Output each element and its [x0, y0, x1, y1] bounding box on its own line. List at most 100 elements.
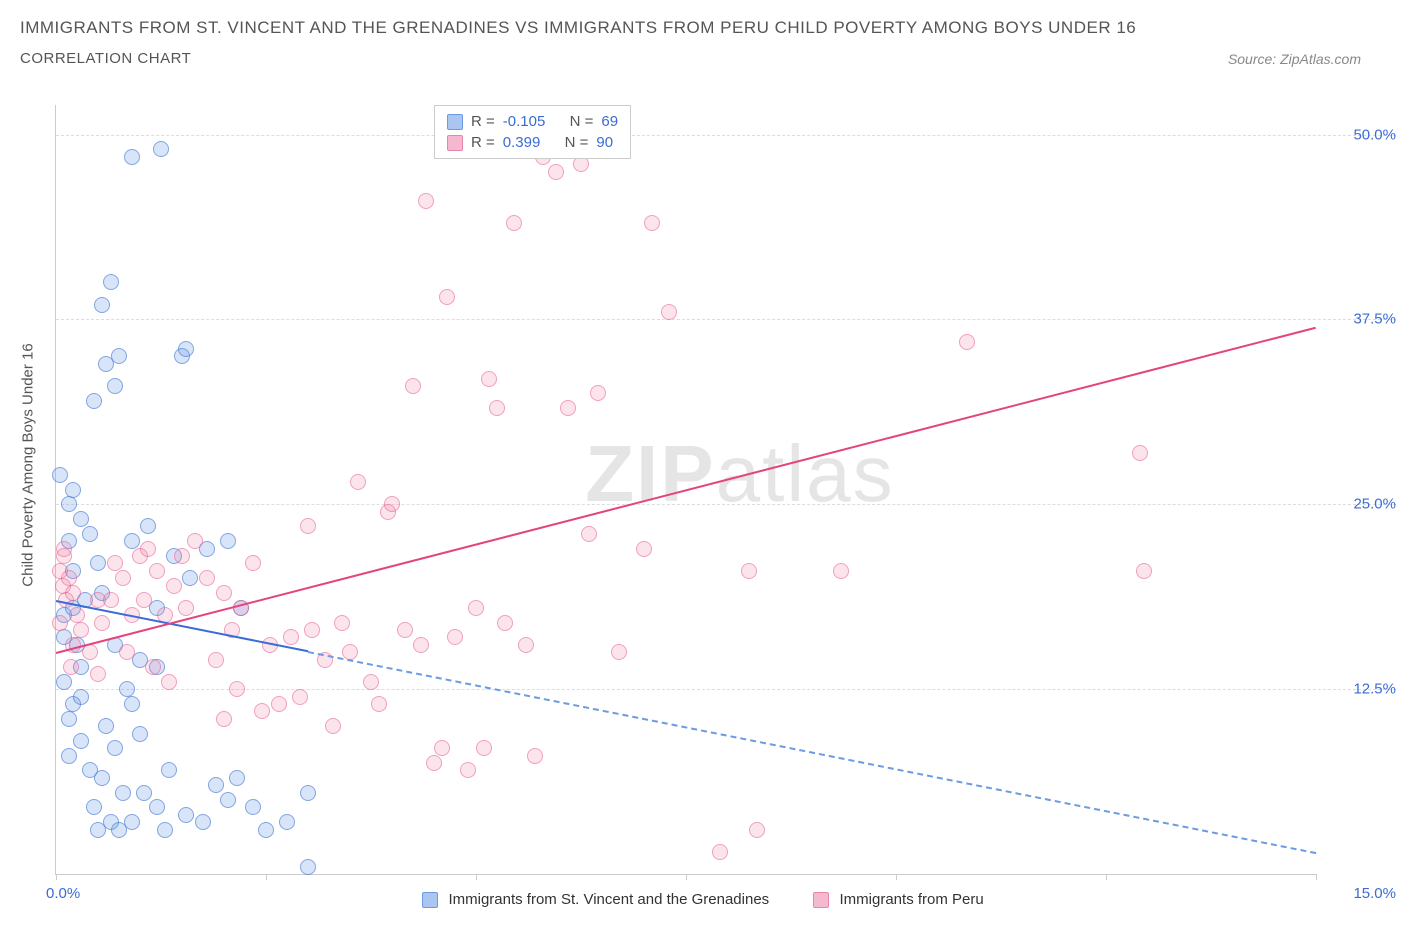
data-point	[527, 748, 543, 764]
data-point	[283, 629, 299, 645]
data-point	[86, 799, 102, 815]
data-point	[460, 762, 476, 778]
data-point	[712, 844, 728, 860]
data-point	[61, 748, 77, 764]
watermark: ZIPatlas	[585, 428, 894, 520]
y-tick-label: 50.0%	[1326, 126, 1396, 143]
data-point	[161, 674, 177, 690]
data-point	[363, 674, 379, 690]
data-point	[661, 304, 677, 320]
data-point	[254, 703, 270, 719]
data-point	[590, 385, 606, 401]
data-point	[304, 622, 320, 638]
chart-title: IMMIGRANTS FROM ST. VINCENT AND THE GREN…	[20, 18, 1386, 38]
data-point	[208, 652, 224, 668]
data-point	[611, 644, 627, 660]
x-tick	[266, 874, 267, 880]
data-point	[741, 563, 757, 579]
trend-line	[308, 651, 1316, 854]
data-point	[178, 341, 194, 357]
data-point	[439, 289, 455, 305]
data-point	[65, 585, 81, 601]
data-point	[94, 770, 110, 786]
data-point	[195, 814, 211, 830]
data-point	[245, 555, 261, 571]
data-point	[132, 726, 148, 742]
data-point	[1132, 445, 1148, 461]
data-point	[245, 799, 261, 815]
data-point	[124, 149, 140, 165]
data-point	[292, 689, 308, 705]
data-point	[73, 622, 89, 638]
x-tick	[56, 874, 57, 880]
data-point	[115, 570, 131, 586]
grid-line	[56, 504, 1396, 505]
data-point	[279, 814, 295, 830]
data-point	[749, 822, 765, 838]
data-point	[119, 681, 135, 697]
data-point	[107, 740, 123, 756]
data-point	[65, 482, 81, 498]
data-point	[115, 785, 131, 801]
stats-legend: R = -0.105 N = 69 R = 0.399 N = 90	[434, 105, 631, 159]
data-point	[111, 348, 127, 364]
data-point	[90, 666, 106, 682]
data-point	[178, 807, 194, 823]
swatch-series1	[447, 114, 463, 130]
grid-line	[56, 319, 1396, 320]
data-point	[61, 496, 77, 512]
stats-row-series2: R = 0.399 N = 90	[447, 132, 618, 153]
data-point	[61, 711, 77, 727]
data-point	[959, 334, 975, 350]
data-point	[397, 622, 413, 638]
data-point	[199, 570, 215, 586]
data-point	[258, 822, 274, 838]
data-point	[229, 770, 245, 786]
data-point	[103, 274, 119, 290]
data-point	[52, 467, 68, 483]
data-point	[636, 541, 652, 557]
data-point	[136, 785, 152, 801]
data-point	[124, 533, 140, 549]
data-point	[136, 592, 152, 608]
data-point	[107, 378, 123, 394]
data-point	[506, 215, 522, 231]
swatch-series2	[447, 135, 463, 151]
data-point	[548, 164, 564, 180]
data-point	[271, 696, 287, 712]
data-point	[56, 541, 72, 557]
data-point	[300, 518, 316, 534]
data-point	[426, 755, 442, 771]
data-point	[833, 563, 849, 579]
data-point	[220, 792, 236, 808]
data-point	[73, 689, 89, 705]
y-axis-label: Child Poverty Among Boys Under 16	[20, 343, 37, 586]
y-tick-label: 25.0%	[1326, 496, 1396, 513]
data-point	[1136, 563, 1152, 579]
data-point	[434, 740, 450, 756]
data-point	[581, 526, 597, 542]
data-point	[157, 822, 173, 838]
data-point	[208, 777, 224, 793]
data-point	[384, 496, 400, 512]
data-point	[94, 297, 110, 313]
data-point	[90, 555, 106, 571]
stats-row-series1: R = -0.105 N = 69	[447, 111, 618, 132]
data-point	[447, 629, 463, 645]
data-point	[560, 400, 576, 416]
data-point	[73, 511, 89, 527]
data-point	[413, 637, 429, 653]
data-point	[371, 696, 387, 712]
data-point	[145, 659, 161, 675]
data-point	[161, 762, 177, 778]
data-point	[119, 644, 135, 660]
data-point	[140, 541, 156, 557]
x-tick	[1106, 874, 1107, 880]
data-point	[300, 785, 316, 801]
grid-line	[56, 135, 1396, 136]
data-point	[69, 607, 85, 623]
data-point	[220, 533, 236, 549]
chart-subtitle: CORRELATION CHART	[20, 50, 191, 67]
data-point	[216, 585, 232, 601]
data-point	[481, 371, 497, 387]
